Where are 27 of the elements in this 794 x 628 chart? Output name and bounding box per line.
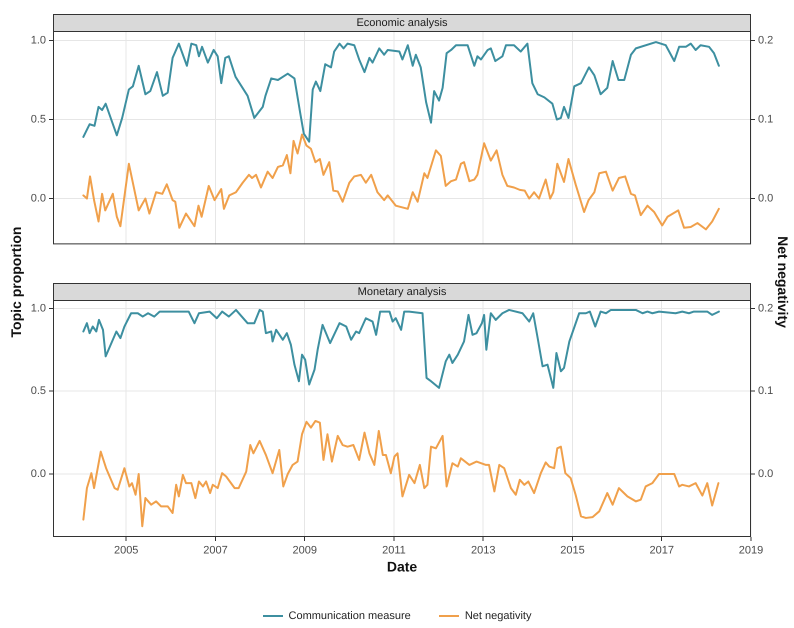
y2-tick-label: 0.1	[758, 114, 774, 126]
x-tick-label: 2011	[382, 544, 406, 557]
legend-label: Net negativity	[464, 610, 532, 622]
chart-title: Monetary analysis	[358, 286, 447, 298]
x-tick-label: 2017	[650, 544, 674, 557]
y2-tick-label: 0.0	[758, 192, 774, 205]
x-tick-label: 2015	[560, 544, 585, 557]
y2-axis-title: Net negativity	[775, 236, 791, 328]
y-tick-label: 0.5	[30, 114, 46, 126]
y2-tick-label: 0.2	[758, 302, 774, 314]
y2-tick-label: 0.2	[758, 34, 774, 47]
y-tick-label: 1.0	[30, 34, 46, 47]
y-axis-title: Topic proportion	[8, 226, 24, 338]
x-axis-title: Date	[386, 558, 418, 574]
x-tick-label: 2005	[114, 544, 138, 557]
y-tick-label: 0.0	[30, 468, 46, 480]
y2-tick-label: 0.1	[758, 385, 774, 398]
chart-title: Economic analysis	[356, 17, 448, 30]
y2-tick-label: 0.0	[758, 468, 774, 480]
x-tick-label: 2019	[738, 544, 764, 557]
x-tick-label: 2007	[203, 544, 228, 557]
y-tick-label: 0.5	[30, 385, 46, 398]
y-tick-label: 0.0	[30, 192, 46, 205]
x-tick-label: 2009	[292, 544, 317, 557]
legend-label: Communication measure	[288, 610, 411, 622]
x-tick-label: 2013	[470, 544, 496, 557]
y-tick-label: 1.0	[30, 302, 46, 314]
